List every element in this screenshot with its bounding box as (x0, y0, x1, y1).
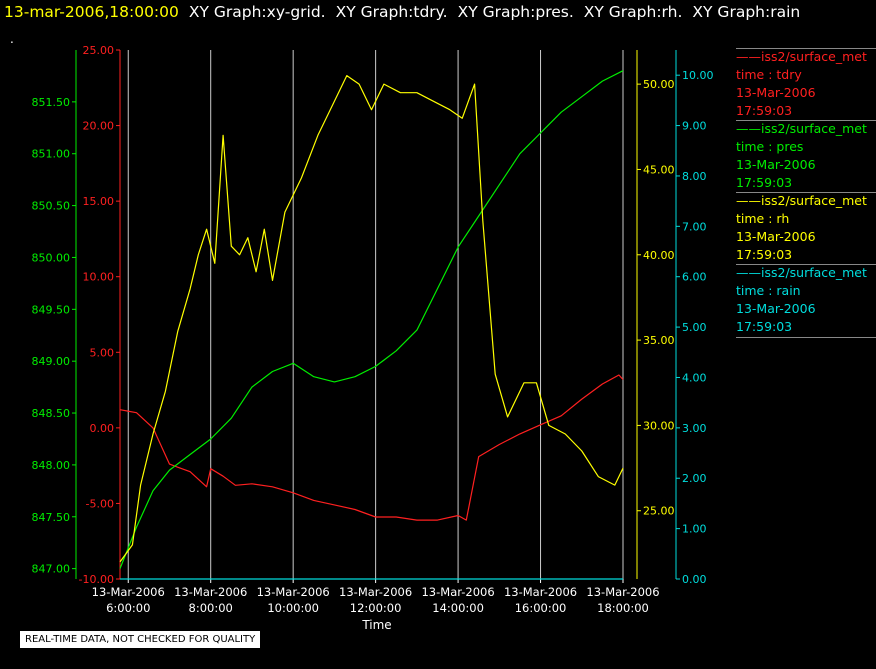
x-tick-label-date: 13-Mar-2006 (92, 585, 165, 599)
legend-entry-pres: ——iss2/surface_met time : pres 13-Mar-20… (736, 120, 876, 192)
tdry-tick-label: 15.00 (83, 195, 115, 208)
x-tick-label-date: 13-Mar-2006 (257, 585, 330, 599)
pres-tick-label: 850.50 (32, 200, 71, 213)
graph-title: XY Graph:rain (692, 3, 801, 21)
x-tick-label-time: 6:00:00 (106, 601, 150, 615)
marker-dot: . (10, 32, 14, 46)
legend-divider (736, 120, 876, 121)
rain-tick-label: 5.00 (682, 321, 707, 334)
legend-time: 17:59:03 (736, 103, 793, 118)
quality-notice: REAL-TIME DATA, NOT CHECKED FOR QUALITY (20, 631, 261, 648)
legend-end (736, 337, 876, 338)
tdry-tick-label: -5.00 (86, 497, 114, 510)
legend-date: 13-Mar-2006 (736, 229, 816, 244)
tdry-tick-label: 5.00 (90, 346, 115, 359)
rh-tick-label: 35.00 (643, 334, 675, 347)
pres-tick-label: 851.50 (32, 96, 71, 109)
x-tick-label-date: 13-Mar-2006 (504, 585, 577, 599)
tdry-tick-label: -10.00 (79, 573, 114, 586)
page-header: 13-mar-2006,18:00:00 XY Graph:xy-grid. XY … (4, 3, 800, 21)
x-tick-label-time: 16:00:00 (515, 601, 567, 615)
tdry-tick-label: 20.00 (83, 120, 115, 133)
legend-time: 17:59:03 (736, 319, 793, 334)
x-tick-label-date: 13-Mar-2006 (339, 585, 412, 599)
rain-tick-label: 8.00 (682, 170, 707, 183)
series-line-rh (119, 74, 624, 563)
legend-divider (736, 192, 876, 193)
rain-tick-label: 10.00 (682, 69, 714, 82)
x-tick-label-date: 13-Mar-2006 (174, 585, 247, 599)
rh-tick-label: 30.00 (643, 419, 675, 432)
x-tick-label-time: 8:00:00 (189, 601, 233, 615)
rh-tick-label: 45.00 (643, 163, 675, 176)
pres-tick-label: 848.00 (32, 459, 71, 472)
legend-date: 13-Mar-2006 (736, 157, 816, 172)
legend-divider (736, 264, 876, 265)
x-tick-label-time: 14:00:00 (432, 601, 484, 615)
legend-entry-rain: ——iss2/surface_met time : rain 13-Mar-20… (736, 264, 876, 336)
rain-tick-label: 4.00 (682, 371, 707, 384)
legend-date: 13-Mar-2006 (736, 301, 816, 316)
pres-tick-label: 848.50 (32, 407, 71, 420)
legend-divider (736, 337, 876, 338)
legend-var: time : rain (736, 283, 801, 298)
legend-series: ——iss2/surface_met (736, 49, 867, 64)
rain-tick-label: 0.00 (682, 573, 707, 586)
rain-tick-label: 3.00 (682, 422, 707, 435)
graph-title: XY Graph:tdry. (335, 3, 448, 21)
legend-date: 13-Mar-2006 (736, 85, 816, 100)
x-tick-label-time: 12:00:00 (350, 601, 402, 615)
rain-tick-label: 7.00 (682, 220, 707, 233)
legend-var: time : tdry (736, 67, 802, 82)
pres-tick-label: 849.50 (32, 303, 71, 316)
legend-entry-rh: ——iss2/surface_met time : rh 13-Mar-2006… (736, 192, 876, 264)
x-tick-label-time: 18:00:00 (597, 601, 649, 615)
series-line-pres (119, 70, 624, 569)
legend-time: 17:59:03 (736, 175, 793, 190)
timestamp: 13-mar-2006,18:00:00 (4, 3, 179, 21)
series-line-tdry (119, 374, 624, 521)
rain-tick-label: 2.00 (682, 472, 707, 485)
legend-divider (736, 48, 876, 49)
legend-entry-tdry: ——iss2/surface_met time : tdry 13-Mar-20… (736, 48, 876, 120)
legend-series: ——iss2/surface_met (736, 265, 867, 280)
rh-tick-label: 50.00 (643, 78, 675, 91)
legend-series: ——iss2/surface_met (736, 121, 867, 136)
pres-tick-label: 847.00 (32, 563, 71, 576)
rain-tick-label: 1.00 (682, 523, 707, 536)
tdry-tick-label: 0.00 (90, 422, 115, 435)
graph-title: XY Graph:xy-grid. (188, 3, 326, 21)
x-tick-label-time: 10:00:00 (267, 601, 319, 615)
x-axis-title: Time (361, 618, 391, 632)
legend-var: time : rh (736, 211, 790, 226)
graph-title: XY Graph:rh. (583, 3, 683, 21)
x-tick-label-date: 13-Mar-2006 (586, 585, 659, 599)
x-tick-label-date: 13-Mar-2006 (421, 585, 494, 599)
graph-title: XY Graph:pres. (457, 3, 574, 21)
pres-tick-label: 847.50 (32, 511, 71, 524)
rh-tick-label: 25.00 (643, 505, 675, 518)
legend-time: 17:59:03 (736, 247, 793, 262)
rain-tick-label: 6.00 (682, 271, 707, 284)
pres-tick-label: 849.00 (32, 355, 71, 368)
pres-tick-label: 851.00 (32, 148, 71, 161)
tdry-tick-label: 10.00 (83, 271, 115, 284)
legend-series: ——iss2/surface_met (736, 193, 867, 208)
rh-tick-label: 40.00 (643, 249, 675, 262)
tdry-tick-label: 25.00 (83, 44, 115, 57)
legend-var: time : pres (736, 139, 804, 154)
pres-tick-label: 850.00 (32, 251, 71, 264)
rain-tick-label: 9.00 (682, 120, 707, 133)
